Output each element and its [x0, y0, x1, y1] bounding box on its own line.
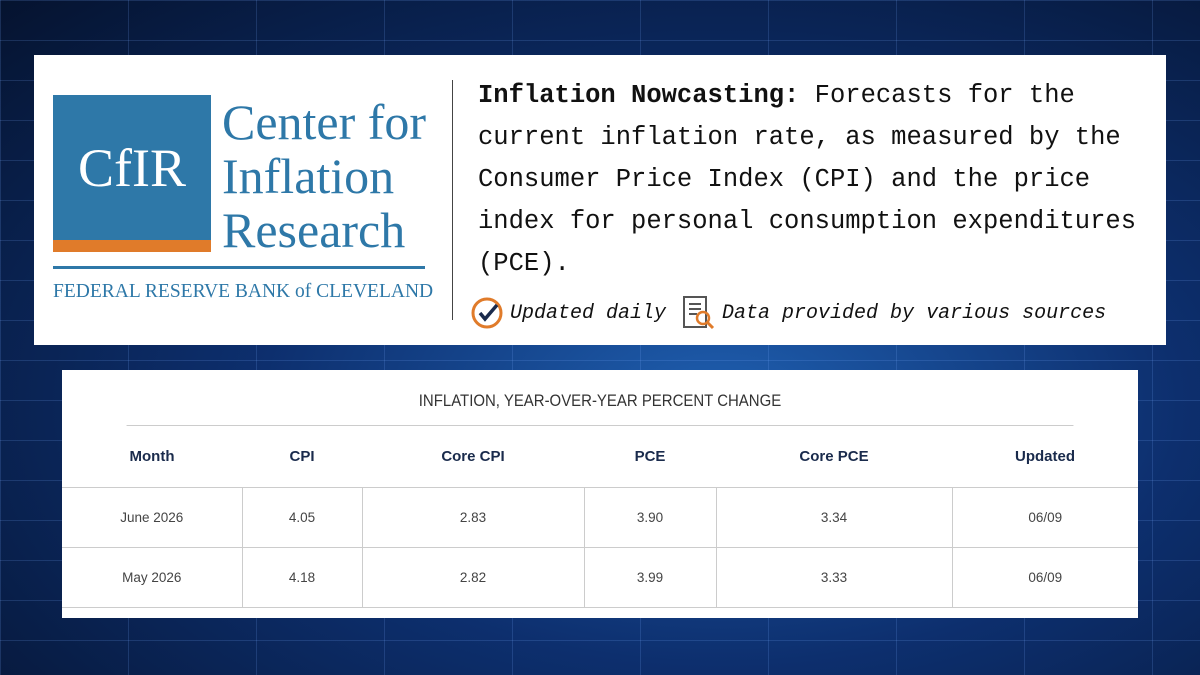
description: Inflation Nowcasting: Forecasts for the …: [478, 75, 1158, 285]
badge: Updated daily: [510, 301, 667, 325]
description-text: Forecasts for the current inflation rate…: [478, 81, 1137, 278]
table-cell: 06/09: [951, 487, 1138, 548]
description-lead: Inflation Nowcasting:: [478, 81, 800, 110]
column-header: PCE: [584, 426, 716, 488]
column-header: Core CPI: [362, 426, 584, 488]
column-header: Core PCE: [716, 426, 952, 488]
badges: Updated daily Data provided by various s…: [470, 295, 1106, 331]
table-cell: 4.05: [241, 487, 363, 548]
column-header: Month: [62, 426, 242, 488]
table-title: INFLATION, YEAR-OVER-YEAR PERCENT CHANGE: [126, 370, 1074, 426]
column-header: Updated: [952, 426, 1138, 488]
clock-icon: [471, 297, 503, 329]
doc-icon: [683, 296, 715, 330]
table-cell: May 2026: [62, 547, 243, 608]
column-header: CPI: [242, 426, 362, 488]
logo-rule: [53, 266, 425, 269]
divider: [452, 80, 453, 320]
table-row: May 2026 4.18 2.82 3.99 3.33 06/09: [62, 547, 1138, 608]
table-body: June 2026 4.05 2.83 3.90 3.34 06/09 May 2026 4.…: [62, 487, 1138, 608]
header-card: CfIR Center for Inflation Research FEDER…: [34, 55, 1166, 345]
table-cell: 06/09: [951, 547, 1138, 608]
logo-name: Research: [222, 202, 406, 258]
table-cell: June 2026: [62, 487, 243, 548]
table-cell: 3.34: [715, 487, 953, 548]
badge: Data provided by various sources: [722, 301, 1107, 325]
logo-name: Inflation: [222, 148, 395, 204]
table-cell: 3.33: [715, 547, 953, 608]
table: Month CPI Core CPI PCE Core PCE Updated June …: [62, 426, 1138, 608]
table-cell: 4.18: [241, 547, 363, 608]
table-cell: 2.82: [361, 547, 585, 608]
logo-monogram: CfIR: [53, 95, 211, 240]
table-cell: 2.83: [361, 487, 585, 548]
logo-bank: FEDERAL RESERVE BANK of CLEVELAND: [53, 281, 434, 302]
logo-name: Center for: [222, 94, 427, 150]
logo-bar: [53, 240, 211, 252]
inflation-table: INFLATION, YEAR-OVER-YEAR PERCENT CHANGE…: [62, 370, 1138, 618]
table-cell: 3.90: [583, 487, 717, 548]
table-cell: 3.99: [583, 547, 717, 608]
table-row: June 2026 4.05 2.83 3.90 3.34 06/09: [62, 487, 1138, 548]
header-row: Month CPI Core CPI PCE Core PCE Updated: [62, 426, 1138, 488]
